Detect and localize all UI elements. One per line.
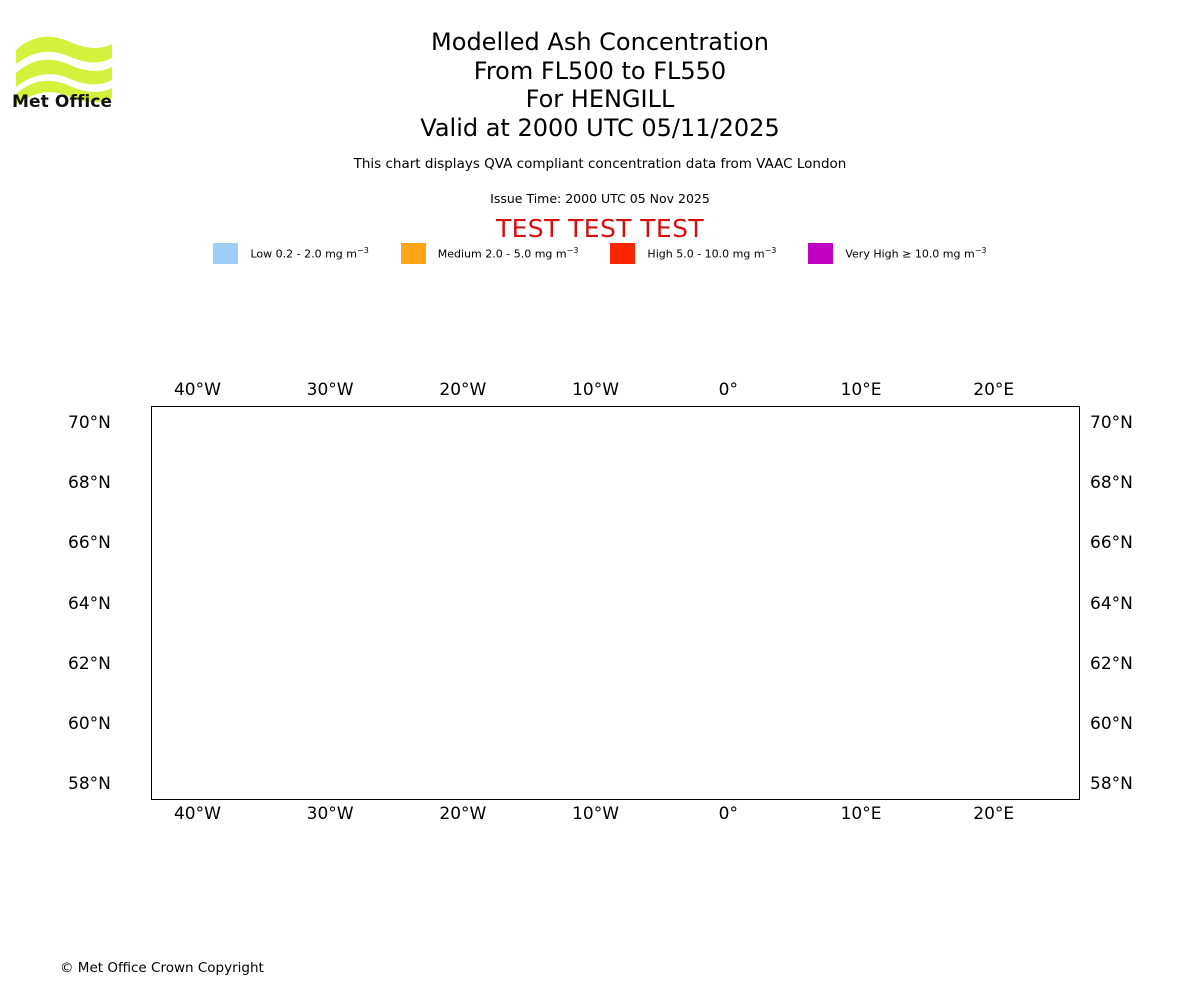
- legend-exponent-medium: −3: [566, 246, 579, 256]
- ash-concentration-map[interactable]: [151, 406, 1080, 800]
- legend-swatch-low: [213, 243, 239, 264]
- page-title: Modelled Ash Concentration: [431, 28, 769, 56]
- chart-title-block: Modelled Ash Concentration From FL500 to…: [0, 28, 1200, 142]
- map-frame-border: [151, 406, 1080, 800]
- x-tick-label: 10°W: [572, 804, 620, 824]
- issue-time: Issue Time: 2000 UTC 05 Nov 2025: [490, 191, 710, 206]
- x-tick-label: 0°: [718, 380, 738, 400]
- y-tick-label-right: 62°N: [1090, 653, 1133, 674]
- x-tick-label: 40°W: [173, 804, 221, 824]
- y-tick-label-right: 64°N: [1090, 593, 1133, 614]
- legend-exponent-very-high: −3: [974, 246, 987, 256]
- legend-swatch-very-high: [808, 243, 834, 264]
- x-tick-label: 30°W: [306, 804, 354, 824]
- legend-item-high: High 5.0 - 10.0 mg m−3: [610, 243, 776, 264]
- met-office-wave-logo: [16, 36, 112, 105]
- test-banner: TEST TEST TEST: [495, 214, 705, 243]
- y-tick-label: 64°N: [68, 593, 111, 614]
- legend-exponent-high: −3: [764, 246, 777, 256]
- y-tick-label: 58°N: [68, 773, 111, 794]
- x-tick-label: 10°E: [840, 804, 882, 824]
- legend-exponent-low: −3: [356, 246, 369, 256]
- met-office-logo-text: Met Office: [12, 92, 113, 112]
- x-tick-label: 20°E: [973, 380, 1015, 400]
- x-tick-label: 30°W: [306, 380, 354, 400]
- y-tick-label-right: 66°N: [1090, 533, 1133, 554]
- legend-item-very-high: Very High ≥ 10.0 mg m−3: [808, 243, 987, 264]
- y-tick-label-right: 68°N: [1090, 473, 1133, 494]
- legend-label-low: Low 0.2 - 2.0 mg m−3: [250, 246, 369, 261]
- x-tick-label: 10°W: [572, 380, 620, 400]
- copyright-notice: © Met Office Crown Copyright: [60, 960, 264, 976]
- valid-time: Valid at 2000 UTC 05/11/2025: [420, 113, 780, 142]
- y-tick-label: 60°N: [68, 713, 111, 734]
- legend-swatch-medium: [400, 243, 426, 264]
- x-tick-label: 40°W: [173, 380, 221, 400]
- x-tick-label: 20°W: [439, 804, 487, 824]
- x-tick-label: 10°E: [840, 380, 882, 400]
- legend-label-high: High 5.0 - 10.0 mg m−3: [647, 246, 777, 261]
- y-tick-label: 62°N: [68, 653, 111, 674]
- legend-swatch-high: [610, 243, 636, 264]
- legend-label-medium: Medium 2.0 - 5.0 mg m−3: [437, 246, 579, 261]
- y-tick-label-right: 60°N: [1090, 713, 1133, 734]
- concentration-legend: Low 0.2 - 2.0 mg m−3 Medium 2.0 - 5.0 mg…: [0, 243, 1200, 264]
- y-tick-label: 66°N: [68, 533, 111, 554]
- x-tick-label: 20°E: [973, 804, 1015, 824]
- legend-item-low: Low 0.2 - 2.0 mg m−3: [213, 243, 369, 264]
- legend-label-very-high: Very High ≥ 10.0 mg m−3: [845, 246, 987, 261]
- y-tick-label: 68°N: [68, 473, 111, 494]
- x-tick-label: 20°W: [439, 380, 487, 400]
- flight-level-range: From FL500 to FL550: [473, 56, 727, 85]
- qva-subnote: This chart displays QVA compliant concen…: [353, 156, 847, 172]
- volcano-name: For HENGILL: [525, 85, 675, 113]
- x-tick-label: 0°: [718, 804, 738, 824]
- y-tick-label-right: 58°N: [1090, 773, 1133, 794]
- y-tick-label-right: 70°N: [1090, 413, 1133, 434]
- y-tick-label: 70°N: [68, 413, 111, 434]
- legend-item-medium: Medium 2.0 - 5.0 mg m−3: [400, 243, 579, 264]
